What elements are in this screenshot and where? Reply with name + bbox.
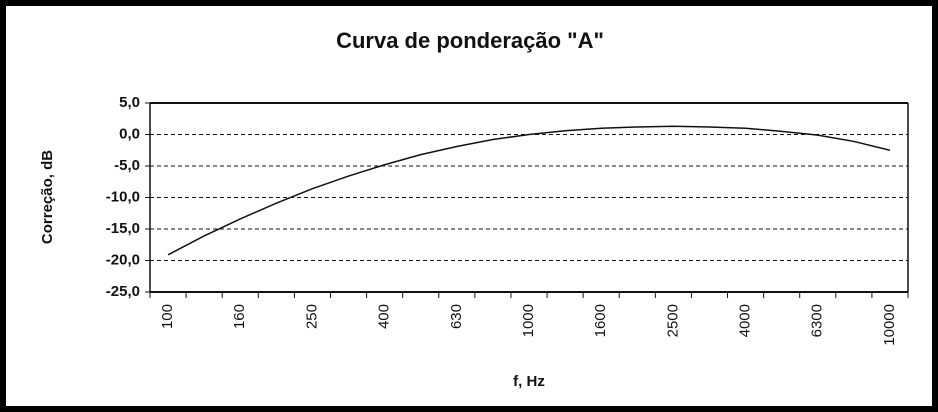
- y-tick-label: -20,0: [106, 251, 140, 268]
- y-axis-label: Correção, dB: [39, 150, 56, 244]
- x-axis-label: f, Hz: [513, 373, 545, 390]
- y-tick-label: -15,0: [106, 220, 140, 237]
- y-tick-label: -5,0: [114, 157, 140, 174]
- line: [167, 125, 891, 256]
- x-tick-label: 4000: [737, 304, 754, 337]
- x-tick-label: 100: [159, 304, 176, 329]
- x-tick-label: 6300: [809, 304, 826, 337]
- x-tick-label: 160: [231, 304, 248, 329]
- x-tick-label: 400: [376, 304, 393, 329]
- y-tick-label: -25,0: [106, 283, 140, 300]
- chart-title: Curva de ponderação "A": [336, 28, 604, 53]
- y-tick-label: 0,0: [119, 125, 140, 142]
- x-tick-label: 630: [448, 304, 465, 329]
- y-tick-label: 5,0: [119, 94, 140, 111]
- x-tick-label: 10000: [881, 304, 898, 346]
- x-tick-label: 2500: [664, 304, 681, 337]
- x-tick-label: 1600: [592, 304, 609, 337]
- x-tick-label: 250: [303, 304, 320, 329]
- x-tick-label: 1000: [520, 304, 537, 337]
- y-tick-label: -10,0: [106, 188, 140, 205]
